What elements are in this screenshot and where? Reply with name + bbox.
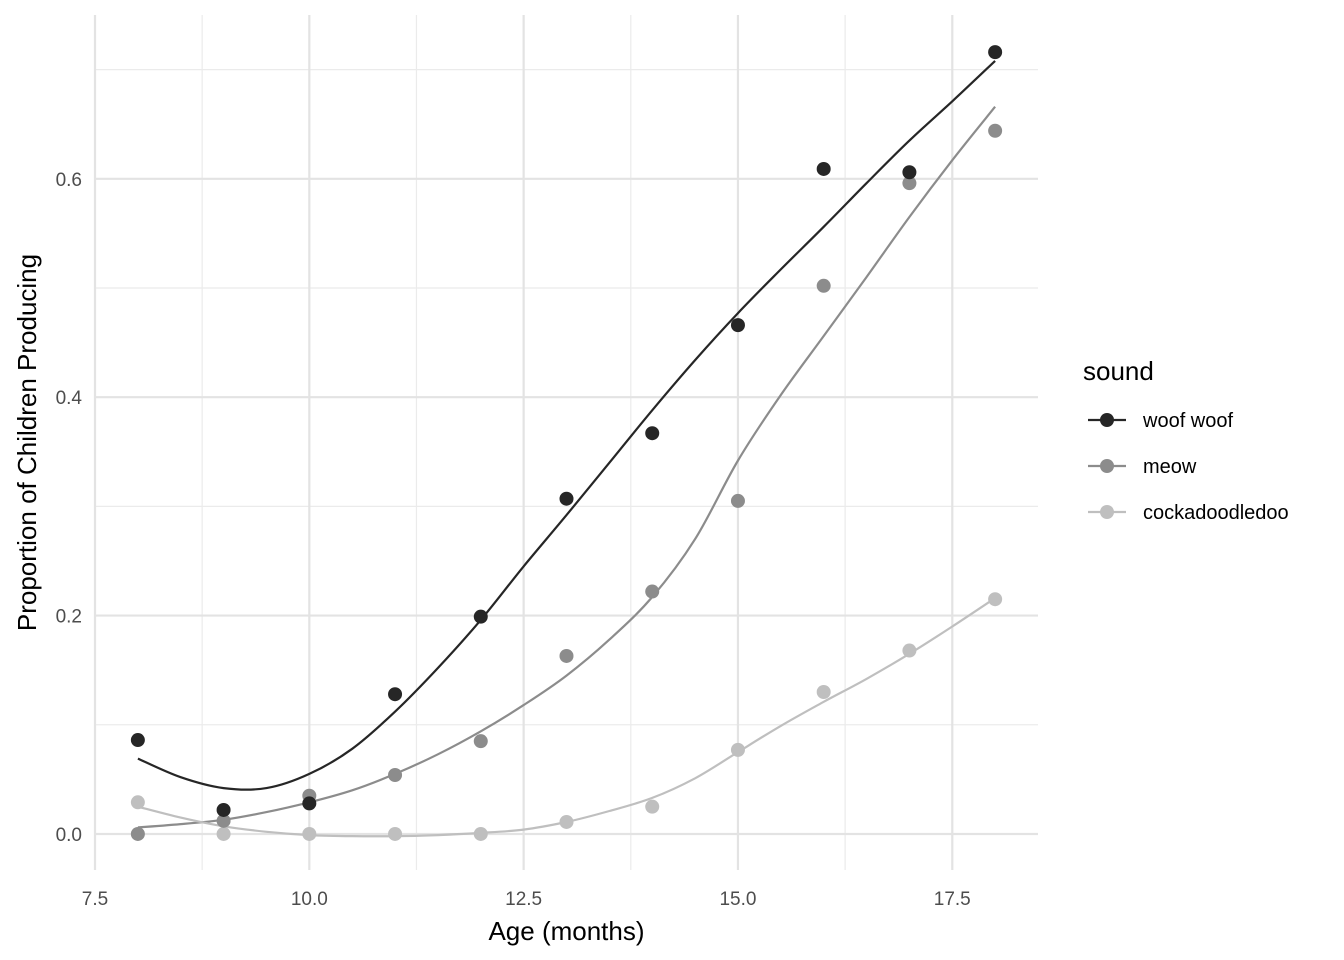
data-point (902, 165, 917, 180)
data-point (988, 123, 1003, 138)
grid-minor-lines (95, 15, 1038, 870)
data-point (473, 609, 488, 624)
data-point (730, 742, 745, 757)
data-point (816, 161, 831, 176)
x-tick-label: 10.0 (291, 889, 328, 910)
x-axis-title: Age (months) (488, 916, 644, 946)
x-tick-label: 12.5 (505, 889, 542, 910)
data-point (216, 813, 231, 828)
data-point (130, 826, 145, 841)
legend-items: woof woof meow cockadoodledoo (1088, 410, 1289, 524)
data-point (645, 799, 660, 814)
x-tick-label: 17.5 (934, 889, 971, 910)
series-smooth-lines (137, 60, 996, 838)
data-point (388, 687, 403, 702)
data-point (473, 826, 488, 841)
series-points (130, 45, 1003, 841)
legend-label: cockadoodledoo (1143, 502, 1289, 524)
y-tick-label: 0.6 (56, 170, 82, 191)
y-axis-tick-labels: 0.0 0.2 0.4 0.6 (56, 170, 83, 846)
legend-key-point (1100, 459, 1114, 473)
grid-major-lines (93, 15, 1038, 870)
data-point (730, 318, 745, 333)
data-point (473, 734, 488, 749)
legend-label: meow (1143, 456, 1197, 478)
data-point (216, 826, 231, 841)
data-point (988, 45, 1003, 60)
legend-key-point (1100, 505, 1114, 519)
y-tick-label: 0.4 (56, 388, 83, 409)
data-point (730, 493, 745, 508)
legend-title: sound (1083, 356, 1154, 386)
data-point (816, 278, 831, 293)
series-line (137, 60, 996, 791)
data-point (645, 426, 660, 441)
series-line (137, 106, 996, 829)
data-point (302, 826, 317, 841)
x-tick-label: 15.0 (719, 889, 756, 910)
data-point (388, 826, 403, 841)
data-point (816, 685, 831, 700)
data-point (645, 584, 660, 599)
data-point (130, 795, 145, 810)
y-tick-label: 0.2 (56, 607, 82, 628)
legend-key-point (1100, 413, 1114, 427)
data-point (216, 802, 231, 817)
data-point (302, 796, 317, 811)
y-tick-label: 0.0 (56, 825, 82, 846)
legend-label: woof woof (1142, 410, 1233, 432)
data-point (988, 592, 1003, 607)
data-point (902, 176, 917, 191)
x-tick-label: 7.5 (82, 889, 108, 910)
data-point (559, 491, 574, 506)
data-point (130, 733, 145, 748)
x-axis-tick-labels: 7.5 10.0 12.5 15.0 17.5 (82, 889, 971, 910)
data-point (559, 814, 574, 829)
y-axis-title: Proportion of Children Producing (12, 254, 42, 631)
data-point (388, 768, 403, 782)
series-line (137, 597, 996, 838)
data-point (902, 643, 917, 658)
data-point (559, 648, 574, 663)
legend: sound woof woof meow cockadoodledoo (1083, 356, 1289, 524)
